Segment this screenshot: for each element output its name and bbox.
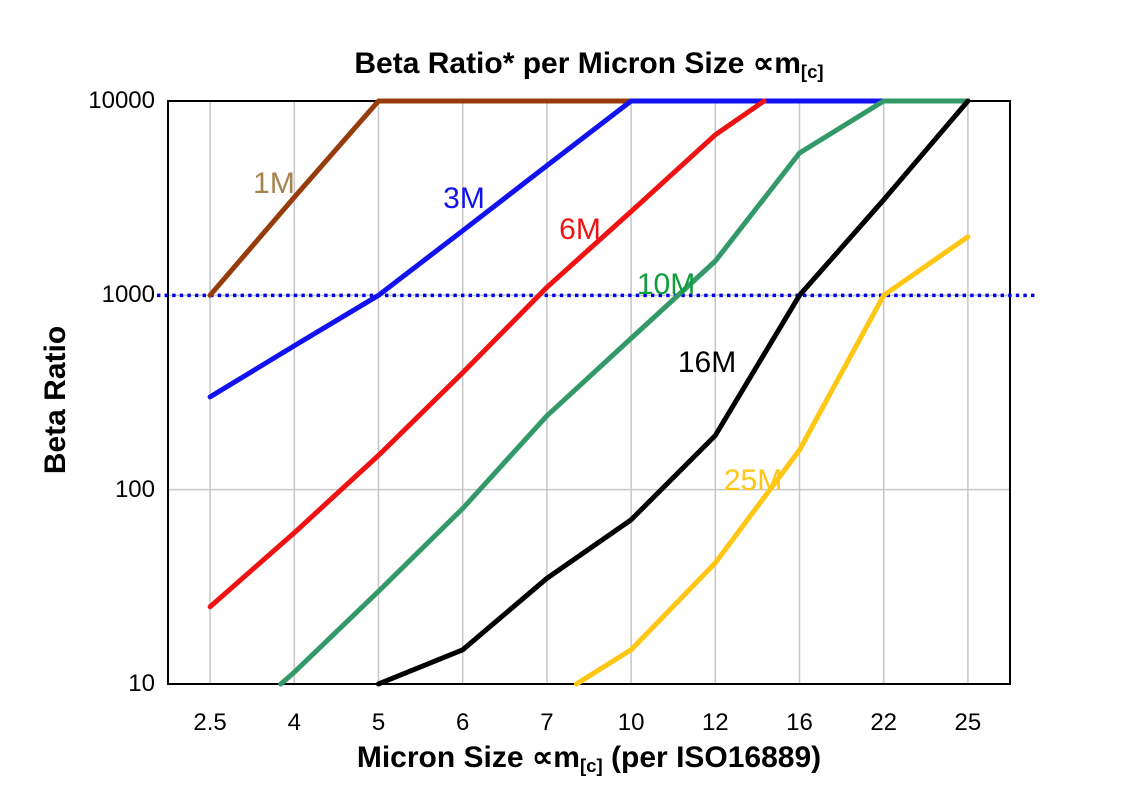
y-tick-1000: 1000	[101, 281, 155, 309]
y-tick-10000: 10000	[88, 87, 155, 114]
series-line-25m	[573, 234, 971, 687]
x-tick-25: 25	[954, 709, 982, 736]
series-line-10m	[278, 98, 971, 687]
x-tick-10: 10	[617, 709, 645, 736]
x-tick-5: 5	[371, 709, 386, 736]
x-tick-12: 12	[701, 709, 729, 736]
series-label-3m: 3M	[443, 182, 485, 215]
series-line-1m	[207, 98, 634, 298]
y-tick-100: 100	[114, 475, 155, 503]
series-label-10m: 10M	[636, 268, 696, 301]
y-axis-title: Beta Ratio	[39, 325, 72, 475]
series-line-6m	[207, 98, 767, 610]
series-line-3m	[207, 98, 887, 400]
y-tick-10: 10	[128, 670, 155, 697]
x-tick-2.5: 2.5	[193, 709, 227, 736]
x-axis-title-subscript: [c]	[579, 755, 603, 777]
x-tick-16: 16	[786, 709, 813, 736]
x-tick-4: 4	[287, 709, 301, 736]
series-label-6m: 6M	[559, 213, 601, 246]
chart-title-subscript: [c]	[800, 61, 824, 83]
x-axis-title: Micron Size ∝m[c] (per ISO16889)	[168, 740, 1010, 777]
x-tick-22: 22	[870, 709, 898, 736]
chart-title-text: Beta Ratio* per Micron Size ∝m	[354, 47, 801, 80]
x-axis-title-suffix: (per ISO16889)	[602, 741, 822, 774]
x-tick-7: 7	[540, 709, 554, 736]
series-label-25m: 25M	[723, 464, 783, 497]
series-label-1m: 1M	[253, 167, 295, 200]
series-line-16m	[376, 98, 971, 687]
series-label-16m: 16M	[677, 346, 737, 379]
x-axis-title-text: Micron Size ∝m	[356, 741, 580, 774]
x-tick-6: 6	[456, 709, 470, 736]
chart-title: Beta Ratio* per Micron Size ∝m[c]	[168, 46, 1010, 83]
